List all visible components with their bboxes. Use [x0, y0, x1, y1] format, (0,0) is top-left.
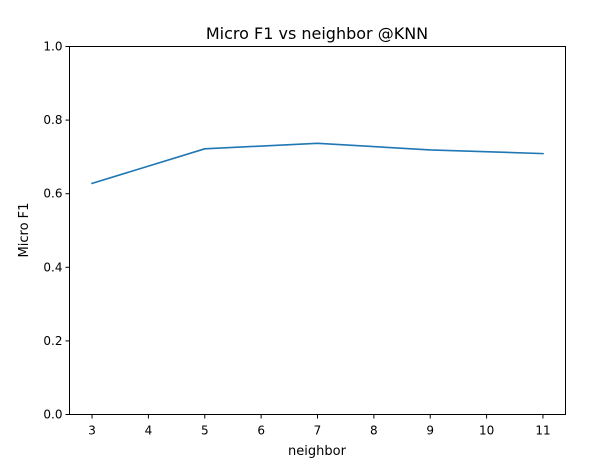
- y-tick-label: 0.6: [43, 187, 62, 201]
- x-tick-label: 9: [426, 424, 434, 438]
- y-tick-label: 0.8: [43, 113, 62, 127]
- x-tick-label: 8: [370, 424, 378, 438]
- plot-frame: [69, 46, 566, 415]
- y-axis-label: Micro F1: [17, 203, 32, 258]
- x-tick-label: 7: [314, 424, 322, 438]
- y-tick-label: 1.0: [43, 40, 62, 54]
- y-tick-label: 0.0: [43, 408, 62, 422]
- x-tick-label: 5: [201, 424, 209, 438]
- x-tick-label: 6: [257, 424, 265, 438]
- x-tick-label: 10: [479, 424, 494, 438]
- x-axis-label: neighbor: [288, 444, 347, 459]
- series-line: [91, 142, 544, 185]
- chart-title: Micro F1 vs neighbor @KNN: [206, 24, 428, 43]
- y-axis: 0.0 0.2 0.4 0.6 0.8 1.0: [43, 40, 70, 422]
- series-layer: [91, 142, 544, 185]
- x-axis: 3 4 5 6 7 8 9 10 11: [88, 414, 551, 438]
- x-tick-label: 3: [88, 424, 96, 438]
- x-tick-label: 4: [145, 424, 153, 438]
- x-tick-label: 11: [535, 424, 550, 438]
- y-tick-label: 0.4: [43, 260, 62, 274]
- y-tick-label: 0.2: [43, 334, 62, 348]
